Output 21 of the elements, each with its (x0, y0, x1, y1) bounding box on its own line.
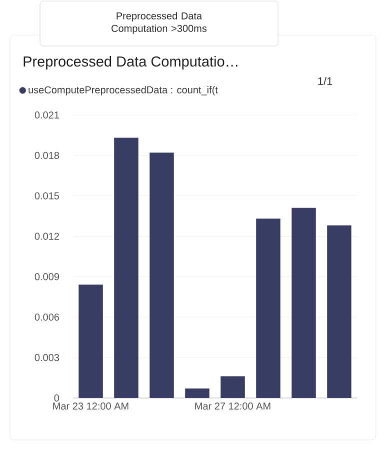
text: 1/1 (318, 76, 332, 86)
y-tick-label: 0.009 (34, 273, 59, 280)
y-tick-label: 0 (54, 394, 60, 402)
bar (78, 284, 103, 398)
bar (114, 138, 138, 398)
y-tick-label: 0.012 (34, 232, 59, 240)
y-tick-label: 0.021 (34, 111, 59, 119)
y-tick-label: 0.015 (34, 192, 60, 200)
text: Preprocessed Data Computation >300ms (112, 12, 207, 34)
x-tick-label: Mar 27 12:00 AM (195, 402, 270, 410)
bar (256, 218, 280, 398)
chart-title: Preprocessed Data Computatio… (24, 56, 238, 70)
bar (220, 376, 245, 398)
y-tick-label: 0.003 (34, 354, 60, 362)
y-tick-label: 0.018 (34, 152, 60, 159)
legend-label: useComputePreprocessedData : count_if(t (28, 86, 218, 96)
bar (292, 208, 316, 398)
bar (327, 225, 352, 398)
x-tick-label: Mar 23 12:00 AM (53, 402, 128, 410)
bar (150, 152, 174, 398)
y-tick-label: 0.006 (34, 314, 60, 321)
